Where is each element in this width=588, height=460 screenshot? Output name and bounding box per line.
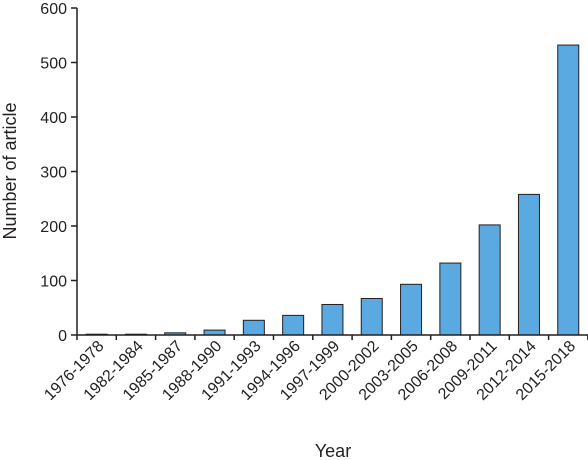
- x-ticks-group: 1976-19781982-19841985-19871988-19901991…: [41, 335, 588, 404]
- bar-2000-2002: [360, 297, 383, 336]
- y-tick-label: 300: [40, 165, 67, 182]
- bar-2006-2008: [439, 262, 462, 336]
- y-tick-label: 600: [40, 1, 67, 18]
- bar-1997-1999: [321, 303, 344, 336]
- bar-2009-2011: [478, 224, 501, 336]
- y-tick-label: 100: [40, 274, 67, 291]
- bar-1991-1993: [242, 319, 265, 336]
- bar-2012-2014: [517, 193, 540, 336]
- y-tick-label: 0: [58, 328, 67, 345]
- y-axis-label: Number of article: [0, 102, 20, 239]
- y-tick-label: 400: [40, 110, 67, 127]
- bar-2003-2005: [400, 283, 423, 336]
- axes-group: [76, 8, 588, 336]
- y-ticks-group: 0 100 200 300 400 500 600: [40, 1, 77, 345]
- x-axis-label: Year: [315, 441, 351, 460]
- bar-1994-1996: [282, 314, 305, 336]
- bar-2015-2018: [557, 44, 580, 336]
- y-tick-label: 500: [40, 56, 67, 73]
- bars-group: [85, 44, 580, 336]
- y-tick-label: 200: [40, 219, 67, 236]
